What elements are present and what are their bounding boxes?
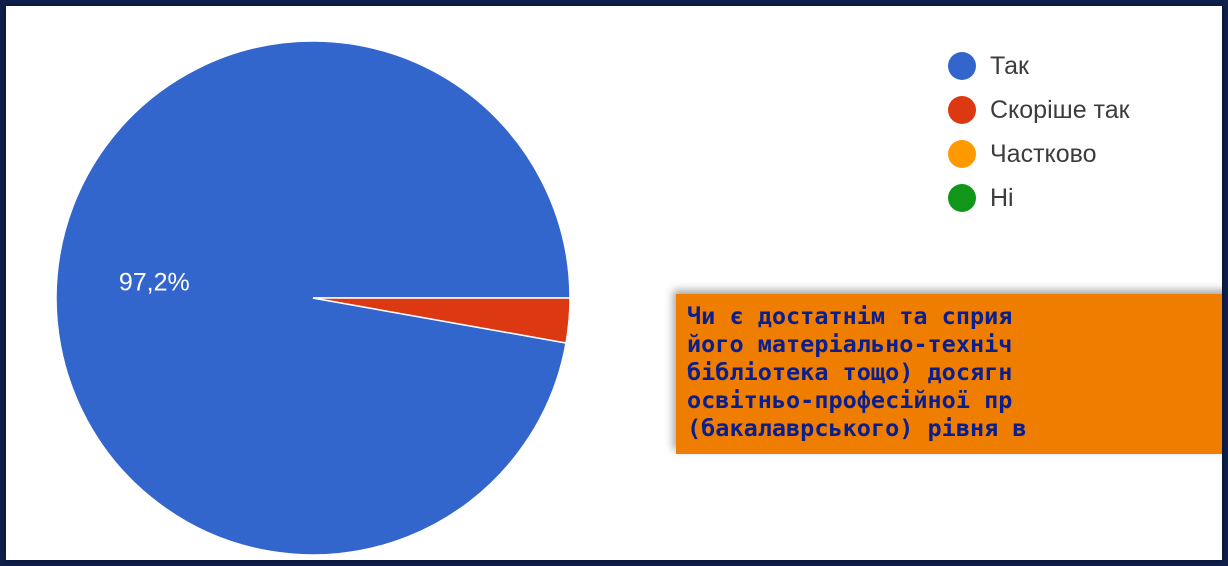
- legend-label: Так: [990, 51, 1029, 80]
- legend-swatch-icon: [948, 140, 976, 168]
- pie-chart: 97,2%: [55, 40, 571, 556]
- pie-slice-skorishe-tak: [312, 297, 571, 344]
- legend-item-ni: Ні: [948, 176, 1130, 220]
- legend-swatch-icon: [948, 96, 976, 124]
- legend-label: Ні: [990, 183, 1014, 212]
- legend-item-tak: Так: [948, 44, 1130, 88]
- question-text: Чи є достатнім та сприя його матеріально…: [687, 302, 1027, 442]
- legend-label: Частково: [990, 139, 1097, 168]
- chart-legend: Так Скоріше так Частково Ні: [948, 44, 1130, 220]
- legend-item-skorishe-tak: Скоріше так: [948, 88, 1130, 132]
- pie-slice-label-tak: 97,2%: [119, 269, 190, 297]
- legend-swatch-icon: [948, 184, 976, 212]
- chart-frame: 97,2% Так Скоріше так Частково Ні Чи є дост…: [6, 6, 1222, 560]
- legend-label: Скоріше так: [990, 95, 1130, 124]
- legend-swatch-icon: [948, 52, 976, 80]
- question-box: Чи є достатнім та сприя його матеріально…: [676, 294, 1222, 454]
- legend-item-chastkovo: Частково: [948, 132, 1130, 176]
